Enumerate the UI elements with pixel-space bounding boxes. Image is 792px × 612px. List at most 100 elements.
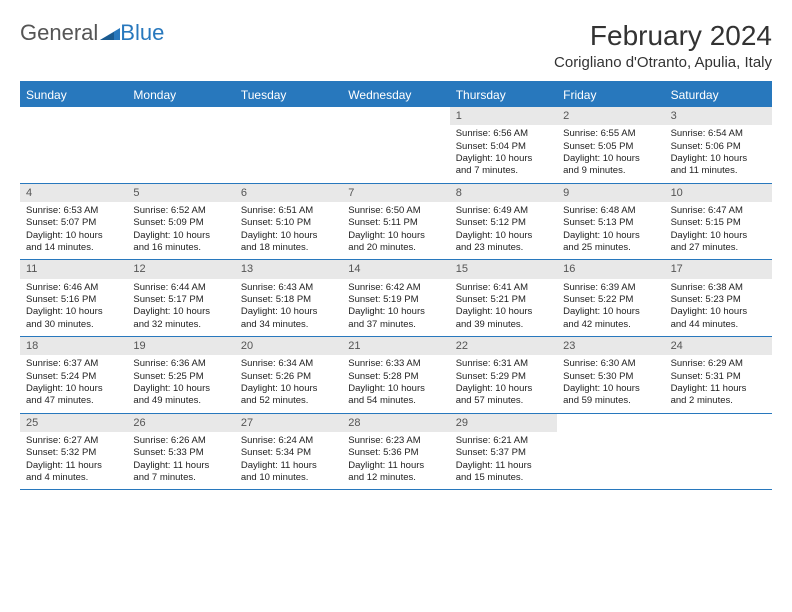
cell-line: and 59 minutes. (563, 395, 658, 407)
month-title: February 2024 (554, 20, 772, 52)
cell-line: Daylight: 10 hours (241, 230, 336, 242)
cell-line: and 18 minutes. (241, 242, 336, 254)
cell-line: Sunset: 5:26 PM (241, 371, 336, 383)
cell-line: and 54 minutes. (348, 395, 443, 407)
cell-line: Sunrise: 6:36 AM (133, 358, 228, 370)
day-number: 6 (235, 184, 342, 202)
cell-body (342, 125, 449, 133)
cell-line: Sunrise: 6:50 AM (348, 205, 443, 217)
day-number (235, 107, 342, 125)
cell-body: Sunrise: 6:29 AMSunset: 5:31 PMDaylight:… (665, 355, 772, 412)
calendar-cell: 16Sunrise: 6:39 AMSunset: 5:22 PMDayligh… (557, 260, 664, 336)
cell-body (235, 125, 342, 133)
calendar: Sunday Monday Tuesday Wednesday Thursday… (20, 81, 772, 490)
day-number: 23 (557, 337, 664, 355)
cell-line: Sunset: 5:11 PM (348, 217, 443, 229)
calendar-cell: 22Sunrise: 6:31 AMSunset: 5:29 PMDayligh… (450, 337, 557, 413)
cell-body: Sunrise: 6:53 AMSunset: 5:07 PMDaylight:… (20, 202, 127, 259)
cell-body: Sunrise: 6:49 AMSunset: 5:12 PMDaylight:… (450, 202, 557, 259)
cell-body: Sunrise: 6:47 AMSunset: 5:15 PMDaylight:… (665, 202, 772, 259)
day-number: 8 (450, 184, 557, 202)
cell-line: Sunrise: 6:26 AM (133, 435, 228, 447)
cell-line: Sunset: 5:10 PM (241, 217, 336, 229)
cell-line: Daylight: 10 hours (563, 383, 658, 395)
calendar-cell: 29Sunrise: 6:21 AMSunset: 5:37 PMDayligh… (450, 414, 557, 490)
calendar-cell: 28Sunrise: 6:23 AMSunset: 5:36 PMDayligh… (342, 414, 449, 490)
cell-line: Sunset: 5:29 PM (456, 371, 551, 383)
cell-line: Sunset: 5:32 PM (26, 447, 121, 459)
cell-line: Sunset: 5:16 PM (26, 294, 121, 306)
cell-line: Daylight: 10 hours (241, 306, 336, 318)
cell-line: and 7 minutes. (456, 165, 551, 177)
cell-line: Sunset: 5:21 PM (456, 294, 551, 306)
cell-line: Sunrise: 6:33 AM (348, 358, 443, 370)
logo-triangle-icon (100, 20, 120, 46)
cell-line: Sunrise: 6:43 AM (241, 282, 336, 294)
calendar-cell: 3Sunrise: 6:54 AMSunset: 5:06 PMDaylight… (665, 107, 772, 183)
cell-body: Sunrise: 6:21 AMSunset: 5:37 PMDaylight:… (450, 432, 557, 489)
cell-line: Sunrise: 6:41 AM (456, 282, 551, 294)
cell-line: and 20 minutes. (348, 242, 443, 254)
calendar-cell: 18Sunrise: 6:37 AMSunset: 5:24 PMDayligh… (20, 337, 127, 413)
cell-line: Sunset: 5:04 PM (456, 141, 551, 153)
day-number: 5 (127, 184, 234, 202)
cell-line: Sunrise: 6:29 AM (671, 358, 766, 370)
cell-line: Sunrise: 6:49 AM (456, 205, 551, 217)
cell-body: Sunrise: 6:52 AMSunset: 5:09 PMDaylight:… (127, 202, 234, 259)
cell-line: Sunrise: 6:38 AM (671, 282, 766, 294)
calendar-cell (235, 107, 342, 183)
cell-line: and 4 minutes. (26, 472, 121, 484)
logo: GeneralBlue (20, 20, 164, 46)
cell-line: Sunset: 5:12 PM (456, 217, 551, 229)
day-number: 28 (342, 414, 449, 432)
cell-body (557, 432, 664, 440)
cell-line: Sunrise: 6:53 AM (26, 205, 121, 217)
day-number: 17 (665, 260, 772, 278)
cell-line: and 23 minutes. (456, 242, 551, 254)
day-number: 9 (557, 184, 664, 202)
day-number (20, 107, 127, 125)
day-header: Wednesday (342, 83, 449, 107)
cell-line: Sunrise: 6:51 AM (241, 205, 336, 217)
day-number: 7 (342, 184, 449, 202)
cell-line: Daylight: 10 hours (26, 306, 121, 318)
cell-line: Sunset: 5:05 PM (563, 141, 658, 153)
cell-line: Daylight: 10 hours (348, 306, 443, 318)
cell-line: Sunset: 5:13 PM (563, 217, 658, 229)
cell-body: Sunrise: 6:30 AMSunset: 5:30 PMDaylight:… (557, 355, 664, 412)
cell-body: Sunrise: 6:44 AMSunset: 5:17 PMDaylight:… (127, 279, 234, 336)
cell-body: Sunrise: 6:33 AMSunset: 5:28 PMDaylight:… (342, 355, 449, 412)
cell-line: Sunrise: 6:24 AM (241, 435, 336, 447)
calendar-week: 11Sunrise: 6:46 AMSunset: 5:16 PMDayligh… (20, 260, 772, 337)
cell-body: Sunrise: 6:51 AMSunset: 5:10 PMDaylight:… (235, 202, 342, 259)
cell-line: Daylight: 10 hours (26, 230, 121, 242)
day-header: Tuesday (235, 83, 342, 107)
cell-line: Sunrise: 6:39 AM (563, 282, 658, 294)
cell-line: Sunrise: 6:30 AM (563, 358, 658, 370)
cell-body: Sunrise: 6:26 AMSunset: 5:33 PMDaylight:… (127, 432, 234, 489)
cell-line: and 14 minutes. (26, 242, 121, 254)
cell-body: Sunrise: 6:42 AMSunset: 5:19 PMDaylight:… (342, 279, 449, 336)
cell-line: and 44 minutes. (671, 319, 766, 331)
cell-body: Sunrise: 6:37 AMSunset: 5:24 PMDaylight:… (20, 355, 127, 412)
cell-line: Sunrise: 6:55 AM (563, 128, 658, 140)
cell-line: Daylight: 11 hours (671, 383, 766, 395)
cell-line: Sunrise: 6:34 AM (241, 358, 336, 370)
calendar-cell: 13Sunrise: 6:43 AMSunset: 5:18 PMDayligh… (235, 260, 342, 336)
day-number: 11 (20, 260, 127, 278)
day-number: 26 (127, 414, 234, 432)
calendar-cell: 24Sunrise: 6:29 AMSunset: 5:31 PMDayligh… (665, 337, 772, 413)
cell-line: Sunset: 5:22 PM (563, 294, 658, 306)
cell-body: Sunrise: 6:23 AMSunset: 5:36 PMDaylight:… (342, 432, 449, 489)
cell-line: Sunset: 5:25 PM (133, 371, 228, 383)
cell-line: Sunrise: 6:21 AM (456, 435, 551, 447)
cell-line: Sunset: 5:15 PM (671, 217, 766, 229)
cell-line: Daylight: 10 hours (241, 383, 336, 395)
cell-line: and 42 minutes. (563, 319, 658, 331)
day-number (127, 107, 234, 125)
cell-line: and 39 minutes. (456, 319, 551, 331)
day-header: Saturday (665, 83, 772, 107)
calendar-cell (342, 107, 449, 183)
cell-line: Sunset: 5:19 PM (348, 294, 443, 306)
cell-line: Sunrise: 6:37 AM (26, 358, 121, 370)
